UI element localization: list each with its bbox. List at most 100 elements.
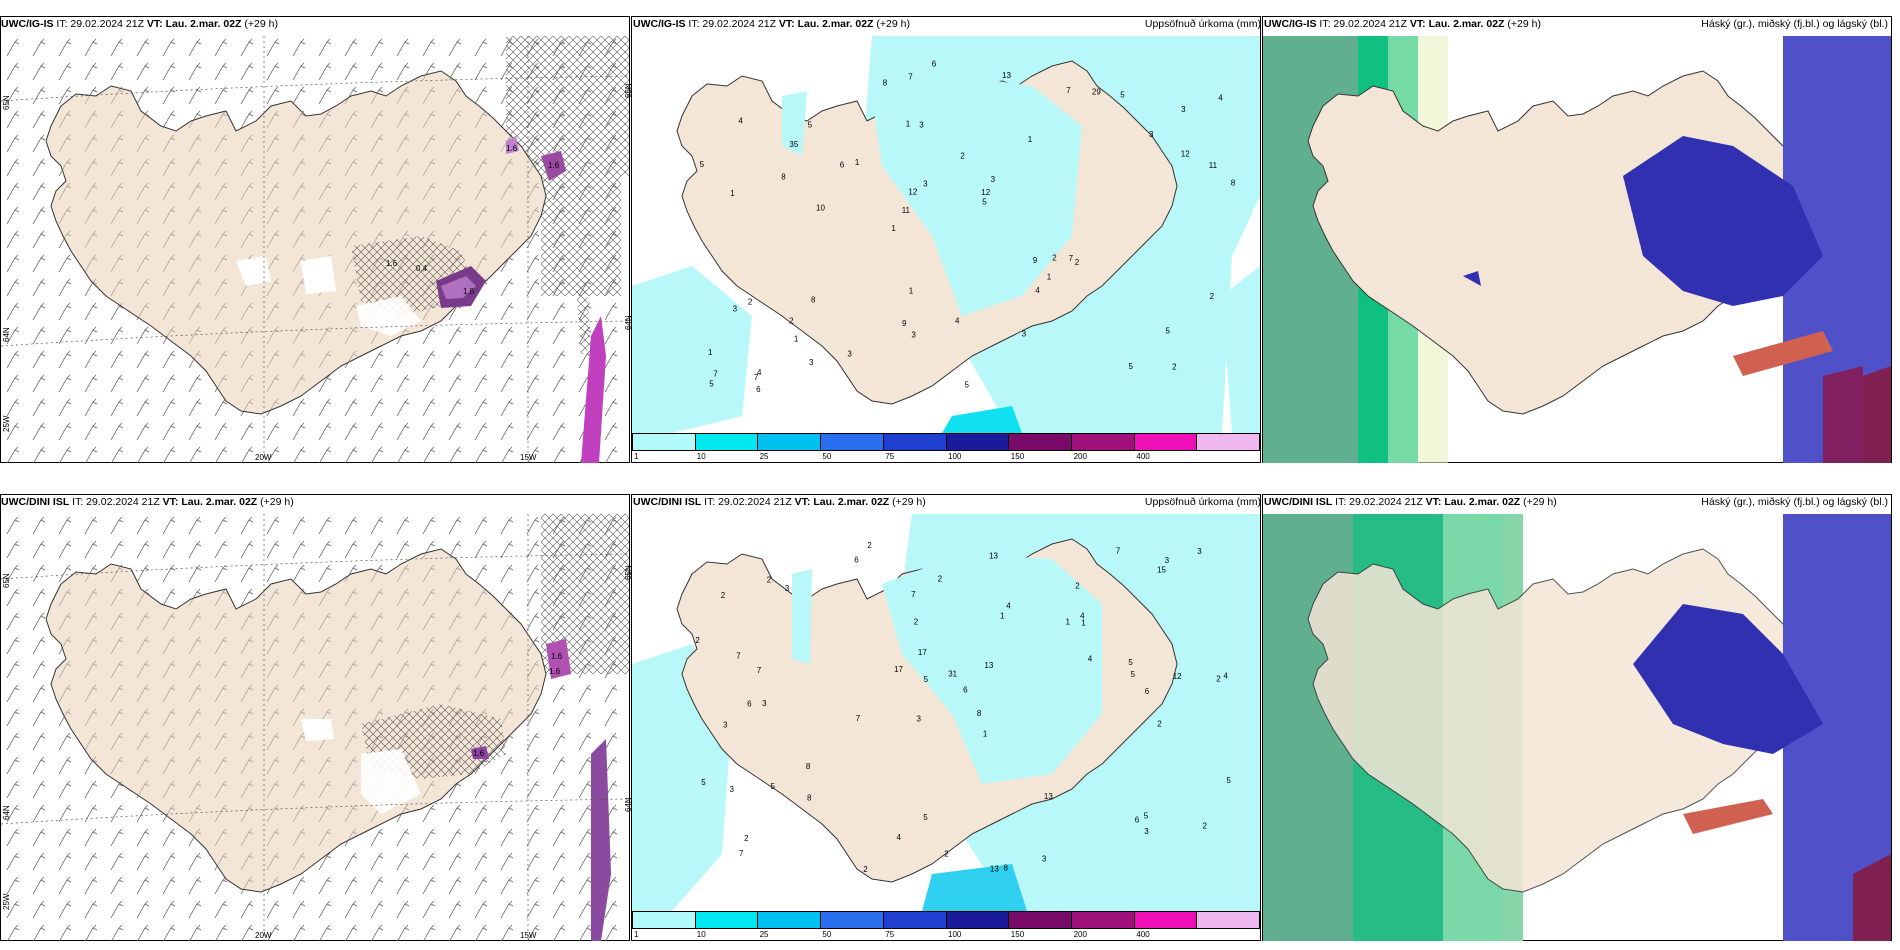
- precip-value: 7: [1116, 547, 1121, 556]
- precip-value: 8: [806, 762, 811, 771]
- panel-wind-header-row1: UWC/IG-IS IT: 29.02.2024 21Z VT: Lau. 2.…: [1, 18, 629, 34]
- precip-value: 5: [1166, 326, 1171, 335]
- precip-value: 12: [1173, 672, 1182, 681]
- header-lead: (+29 h): [1523, 496, 1557, 508]
- colorbar-tick: 150: [1010, 930, 1025, 939]
- precip-value: 4: [1080, 611, 1085, 620]
- header-title: Háský (gr.), miðský (fj.bl.) og lágský (…: [1701, 18, 1888, 30]
- precip-value: 1: [708, 348, 713, 357]
- colorbar-tick: 400: [1136, 930, 1150, 939]
- colorbar-tick: 400: [1136, 452, 1150, 461]
- precip-value: 2: [1157, 719, 1162, 728]
- precip-value: 5: [1120, 91, 1125, 100]
- precip-value: 9: [902, 319, 907, 328]
- precip-value: 4: [1088, 655, 1093, 664]
- precip-value: 4: [1035, 286, 1040, 295]
- precip-value: 3: [1181, 105, 1186, 114]
- precip-value: 5: [1129, 362, 1134, 371]
- colorbar-segment: [1009, 434, 1072, 450]
- precip-value: 2: [938, 575, 943, 584]
- precip-value: 7: [757, 666, 762, 675]
- precip-value: 3: [1022, 330, 1027, 339]
- precip-value: 7: [856, 714, 861, 723]
- precip-value: 3: [917, 714, 922, 723]
- precip-value: 13: [1002, 71, 1011, 80]
- precip-value: 3: [911, 330, 916, 339]
- precip-value: 3: [847, 350, 852, 359]
- colorbar-segment: [633, 434, 696, 450]
- precip-value: 1: [1081, 618, 1086, 627]
- header-it: IT: 29.02.2024 21Z: [688, 18, 776, 30]
- colorbar-tick: 25: [759, 930, 769, 939]
- precip-value: 3: [762, 699, 767, 708]
- precip-value: 5: [700, 160, 705, 169]
- lat-label: 64N: [624, 797, 633, 812]
- precip-value: 2: [914, 618, 919, 627]
- precip-value: 6: [747, 700, 752, 709]
- precip-value: 2: [1203, 821, 1208, 830]
- precip-value: 17: [918, 648, 927, 657]
- colorbar-segment: [1197, 912, 1260, 928]
- lat-label: 65N: [2, 573, 11, 588]
- colorbar-tick: 50: [822, 930, 832, 939]
- lat-label: 65N: [624, 565, 633, 580]
- precip-value: 2: [1172, 363, 1177, 372]
- colorbar-segment: [758, 912, 822, 928]
- lon-label: 20W: [255, 453, 272, 462]
- colorbar-segment: [1071, 912, 1135, 928]
- cell-value: 1.6: [549, 667, 561, 676]
- precip-value: 2: [748, 298, 753, 307]
- precip-value: 3: [723, 721, 728, 730]
- precip-value: 12: [908, 188, 917, 197]
- precip-value: 2: [1075, 582, 1080, 591]
- header-it: IT: 29.02.2024 21Z: [1335, 496, 1423, 508]
- precip-value: 1: [1028, 135, 1033, 144]
- precip-value: 5: [982, 197, 987, 206]
- panel-clouds-header-row2: UWC/DINI ISL IT: 29.02.2024 21Z VT: Lau.…: [1264, 496, 1892, 512]
- header-vt: VT: Lau. 2.mar. 02Z: [162, 496, 258, 508]
- precip-value: 8: [1231, 179, 1236, 188]
- lat-label: 65N: [624, 83, 633, 98]
- header-lead: (+29 h): [892, 496, 926, 508]
- precip-value: 7: [911, 590, 916, 599]
- precip-value: 5: [808, 121, 813, 130]
- colorbar-tick: 100: [948, 930, 962, 939]
- precip-value: 2: [789, 317, 794, 326]
- colorbar-ticks-row1: 1 10 25 50 75 100 150 200 400: [632, 452, 1260, 462]
- precip-value: 1: [730, 189, 735, 198]
- precip-value: 2: [695, 636, 700, 645]
- header-model: UWC/DINI ISL: [1264, 496, 1333, 508]
- precip-value: 4: [1224, 672, 1229, 681]
- precip-value: 3: [991, 175, 996, 184]
- precip-value: 2: [1075, 258, 1080, 267]
- colorbar-tick: 75: [885, 452, 895, 461]
- colorbar-segment: [695, 434, 759, 450]
- precip-value: 3: [1042, 855, 1047, 864]
- precip-value: 2: [744, 834, 749, 843]
- precip-value: 5: [1128, 658, 1133, 667]
- wind-map-row1: 1.6 1.6 1.6 1.6 0.4: [1, 36, 629, 463]
- colorbar-tick: 1: [634, 930, 639, 939]
- header-it: IT: 29.02.2024 21Z: [72, 496, 160, 508]
- precip-value: 6: [840, 161, 845, 170]
- precip-value: 7: [739, 849, 744, 858]
- precip-value: 2: [767, 575, 772, 584]
- precip-value: 8: [807, 794, 812, 803]
- precip-value: 1: [1000, 612, 1005, 621]
- header-vt: VT: Lau. 2.mar. 02Z: [1425, 496, 1521, 508]
- precip-value: 1: [794, 334, 799, 343]
- precip-value: 4: [1218, 94, 1223, 103]
- colorbar-segment: [1009, 912, 1072, 928]
- precip-value: 5: [965, 381, 970, 390]
- cell-value: 1.6: [473, 749, 485, 758]
- precip-value: 3: [730, 785, 735, 794]
- header-model: UWC/DINI ISL: [1, 496, 70, 508]
- colorbar-segment: [1197, 434, 1260, 450]
- precip-value: 11: [902, 206, 911, 215]
- precip-value: 29: [1092, 88, 1101, 97]
- header-model: UWC/IG-IS: [1264, 18, 1317, 30]
- lat-label: 65N: [2, 95, 11, 110]
- precip-value: 9: [1033, 256, 1038, 265]
- precip-value: 6: [932, 60, 937, 69]
